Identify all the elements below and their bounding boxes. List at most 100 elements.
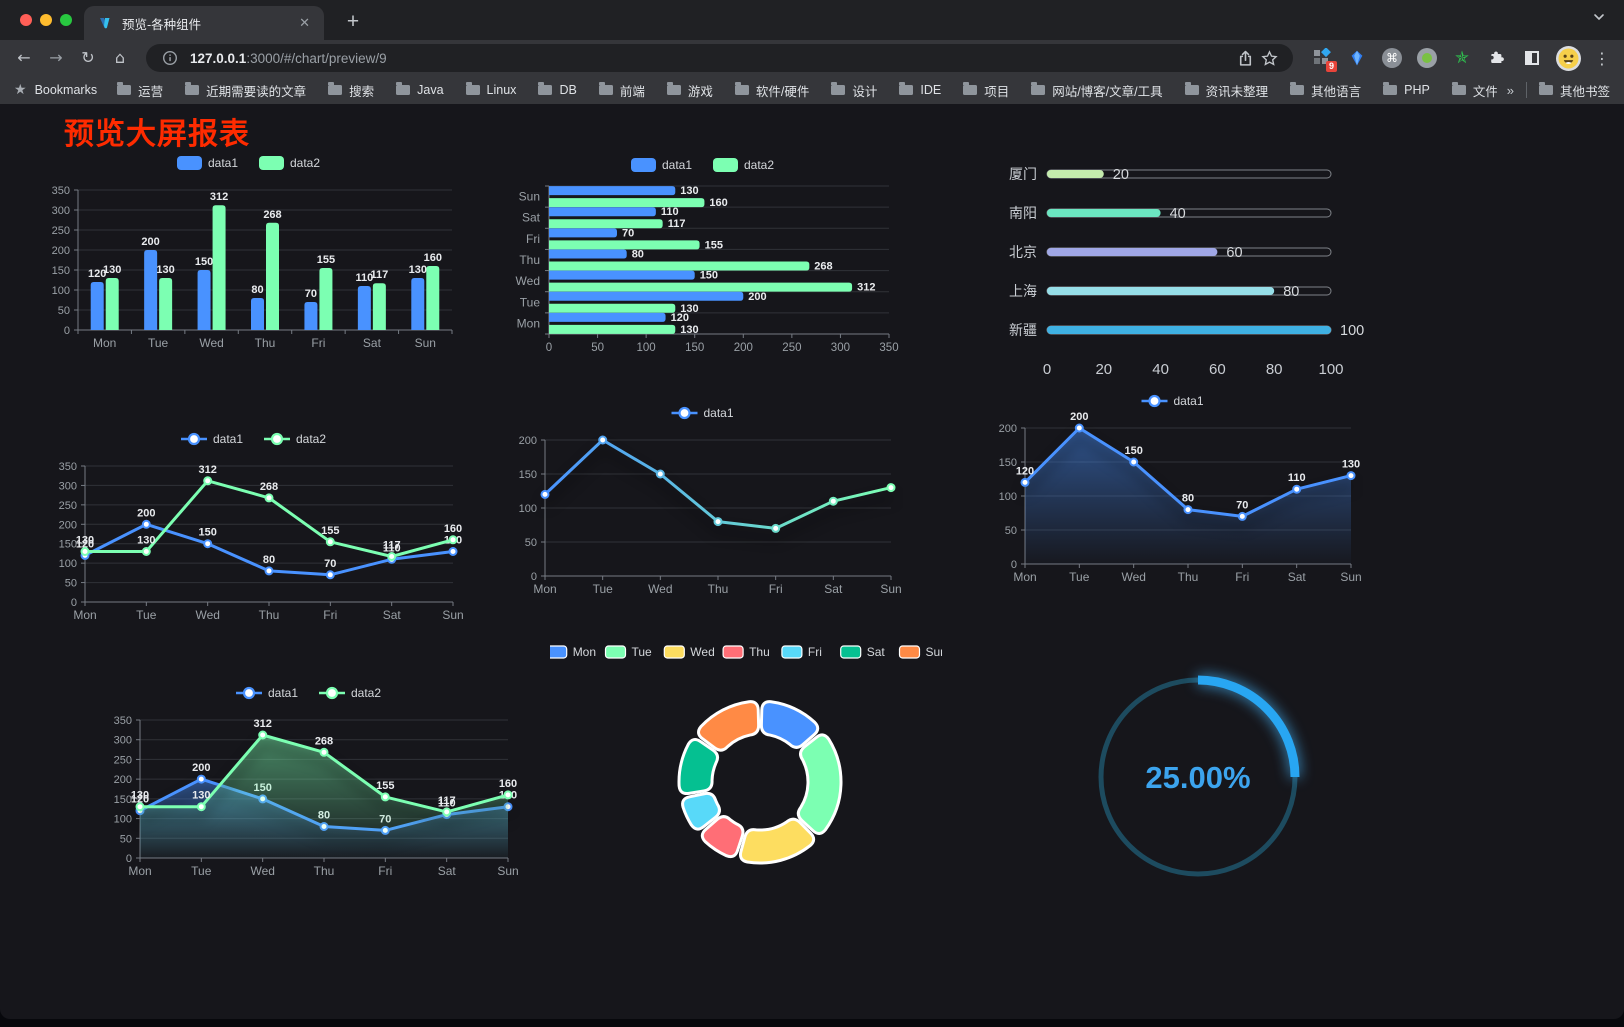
chart-line-gradient[interactable]: data1 0 50 100 150 200 Mon Tue Wed Thu Fri Sat Sun xyxy=(505,398,903,610)
fullscreen-window-button[interactable] xyxy=(60,14,72,26)
legend-item-Tue[interactable]: Tue xyxy=(604,645,653,659)
bookmarks-label[interactable]: Bookmarks xyxy=(34,83,98,97)
legend-item-data1[interactable]: data1 xyxy=(1141,394,1204,408)
svg-text:350: 350 xyxy=(59,461,77,473)
legend-item-data1[interactable]: data1 xyxy=(177,156,238,170)
svg-text:60: 60 xyxy=(1209,361,1226,378)
bookmark-folder[interactable]: 文件服务器 xyxy=(1451,81,1497,100)
bookmark-folder[interactable]: 搜索 xyxy=(328,81,374,100)
bookmark-folder[interactable]: 资讯未整理 xyxy=(1184,81,1268,100)
other-bookmarks-folder[interactable]: 其他书签 xyxy=(1538,81,1610,100)
bookmark-folder[interactable]: 设计 xyxy=(831,81,877,100)
extension-green-star-icon[interactable]: ✯ xyxy=(1454,48,1470,68)
bookmark-star-icon[interactable] xyxy=(1257,46,1281,70)
legend-item-Sat[interactable]: Sat xyxy=(840,645,886,659)
folder-icon xyxy=(734,82,749,95)
extension-green-dot-icon[interactable] xyxy=(1416,47,1438,69)
extension-command-icon[interactable]: ⌘ xyxy=(1381,47,1403,69)
bookmark-folder[interactable]: 前端 xyxy=(598,81,645,100)
legend-item-Sun[interactable]: Sun xyxy=(898,645,947,659)
chart-grouped-bar-vertical[interactable]: data1 data2 0 50 100 150 200 250 300 350 Mon 120 130… xyxy=(40,148,460,360)
pie-slice-Sat[interactable] xyxy=(677,738,720,796)
svg-text:Mon: Mon xyxy=(1013,570,1036,584)
svg-text:110: 110 xyxy=(356,272,374,284)
svg-text:130: 130 xyxy=(680,324,698,336)
site-info-icon[interactable] xyxy=(158,46,182,70)
bookmark-folder[interactable]: 其他语言 xyxy=(1290,81,1361,100)
legend-item-Thu[interactable]: Thu xyxy=(722,645,770,659)
share-icon[interactable] xyxy=(1233,46,1257,70)
svg-text:Fri: Fri xyxy=(1235,570,1249,584)
extension-grid-badge-icon[interactable]: 9 xyxy=(1311,47,1337,72)
svg-text:150: 150 xyxy=(999,457,1017,469)
reload-button[interactable]: ↻ xyxy=(81,48,95,67)
legend-item-data2[interactable]: data2 xyxy=(259,156,320,170)
back-button[interactable]: ← xyxy=(17,48,31,67)
legend-item-data1[interactable]: data1 xyxy=(671,406,734,420)
pie-slice-Thu[interactable] xyxy=(700,815,745,859)
home-button[interactable]: ⌂ xyxy=(114,48,126,67)
pie-slice-Mon[interactable] xyxy=(759,700,820,749)
svg-text:data1: data1 xyxy=(1174,394,1204,408)
minimize-window-button[interactable] xyxy=(40,14,52,26)
chart-grouped-bar-horizontal[interactable]: data1 data2 Sun 130 160 Sat 110 117 Fri 70 155 Thu 8… xyxy=(505,152,903,364)
chart-gauge[interactable]: 25.00% xyxy=(1078,657,1318,897)
browser-tab[interactable]: 预览-各种组件 ✕ xyxy=(84,6,324,40)
bookmark-folder[interactable]: 运营 xyxy=(117,81,163,100)
extension-gem-icon[interactable] xyxy=(1346,47,1368,69)
bookmark-folder[interactable]: IDE xyxy=(899,82,941,97)
legend-item-Mon[interactable]: Mon xyxy=(546,645,596,659)
bookmark-folder[interactable]: 游戏 xyxy=(666,81,713,100)
legend-item-data1[interactable]: data1 xyxy=(631,158,692,172)
pie-slice-Wed[interactable] xyxy=(738,817,816,865)
chart-area-single[interactable]: data1 0 50 100 150 200 Mon Tue Wed Thu Fri Sat Sun 12… xyxy=(985,386,1363,598)
bookmark-folder[interactable]: 项目 xyxy=(963,81,1009,100)
pie-slice-Tue[interactable] xyxy=(796,733,843,836)
forward-button[interactable]: → xyxy=(49,48,63,67)
pie-slice-Sun[interactable] xyxy=(697,700,761,752)
chart-progress-bars[interactable]: 厦门 20 南阳 40 北京 60 上海 80 新疆 100 0 20 40 60 80 100 xyxy=(993,158,1365,384)
legend-item-data1[interactable]: data1 xyxy=(236,686,298,700)
svg-text:Sun: Sun xyxy=(497,864,518,878)
chart-donut[interactable]: Mon Tue Wed Thu Fri Sat Sun xyxy=(546,636,947,892)
svg-text:160: 160 xyxy=(444,523,462,535)
tab-close-icon[interactable]: ✕ xyxy=(299,15,310,30)
svg-text:150: 150 xyxy=(519,469,537,481)
svg-text:150: 150 xyxy=(199,527,217,539)
chart-area-two-series[interactable]: data1 data2 0 50 100 150 200 250 300 350 Mon Tue Wed… xyxy=(100,678,520,892)
svg-text:Fri: Fri xyxy=(808,645,822,659)
svg-text:50: 50 xyxy=(58,305,70,317)
svg-text:200: 200 xyxy=(141,236,159,248)
extensions-puzzle-icon[interactable] xyxy=(1486,47,1508,69)
bookmark-folder[interactable]: 网站/博客/文章/工具 xyxy=(1031,81,1163,100)
bookmark-folder[interactable]: Java xyxy=(396,82,444,97)
svg-text:200: 200 xyxy=(999,423,1017,435)
svg-text:155: 155 xyxy=(705,239,723,251)
extension-dark-mode-icon[interactable] xyxy=(1521,47,1543,69)
bookmarks-overflow-icon[interactable]: » xyxy=(1506,82,1514,98)
svg-text:70: 70 xyxy=(324,558,336,570)
legend-item-data2[interactable]: data2 xyxy=(713,158,774,172)
chart-line-two-series[interactable]: data1 data2 0 50 100 150 200 250 300 350 Mon Tue Wed… xyxy=(45,424,465,636)
svg-text:data2: data2 xyxy=(351,686,381,700)
close-window-button[interactable] xyxy=(20,14,32,26)
bookmark-folder[interactable]: 软件/硬件 xyxy=(734,81,809,100)
new-tab-button[interactable]: + xyxy=(346,10,360,33)
legend-item-data2[interactable]: data2 xyxy=(264,432,326,446)
svg-text:Sun: Sun xyxy=(415,336,436,350)
svg-text:200: 200 xyxy=(52,245,70,257)
svg-text:110: 110 xyxy=(383,542,401,554)
bookmark-folder[interactable]: Linux xyxy=(465,82,516,97)
bookmark-folder[interactable]: PHP xyxy=(1383,82,1430,97)
profile-avatar[interactable] xyxy=(1556,45,1581,71)
tab-search-chevron-icon[interactable] xyxy=(1592,10,1606,27)
address-bar[interactable]: 127.0.0.1:3000/#/chart/preview/9 xyxy=(146,44,1293,72)
bookmark-folder[interactable]: DB xyxy=(538,82,577,97)
pie-slice-Fri[interactable] xyxy=(681,791,721,831)
bookmark-folder[interactable]: 近期需要读的文章 xyxy=(185,81,306,100)
legend-item-data1[interactable]: data1 xyxy=(181,432,243,446)
legend-item-Wed[interactable]: Wed xyxy=(663,645,715,659)
legend-item-data2[interactable]: data2 xyxy=(319,686,381,700)
browser-menu-icon[interactable]: ⋮ xyxy=(1594,48,1610,68)
legend-item-Fri[interactable]: Fri xyxy=(781,645,822,659)
